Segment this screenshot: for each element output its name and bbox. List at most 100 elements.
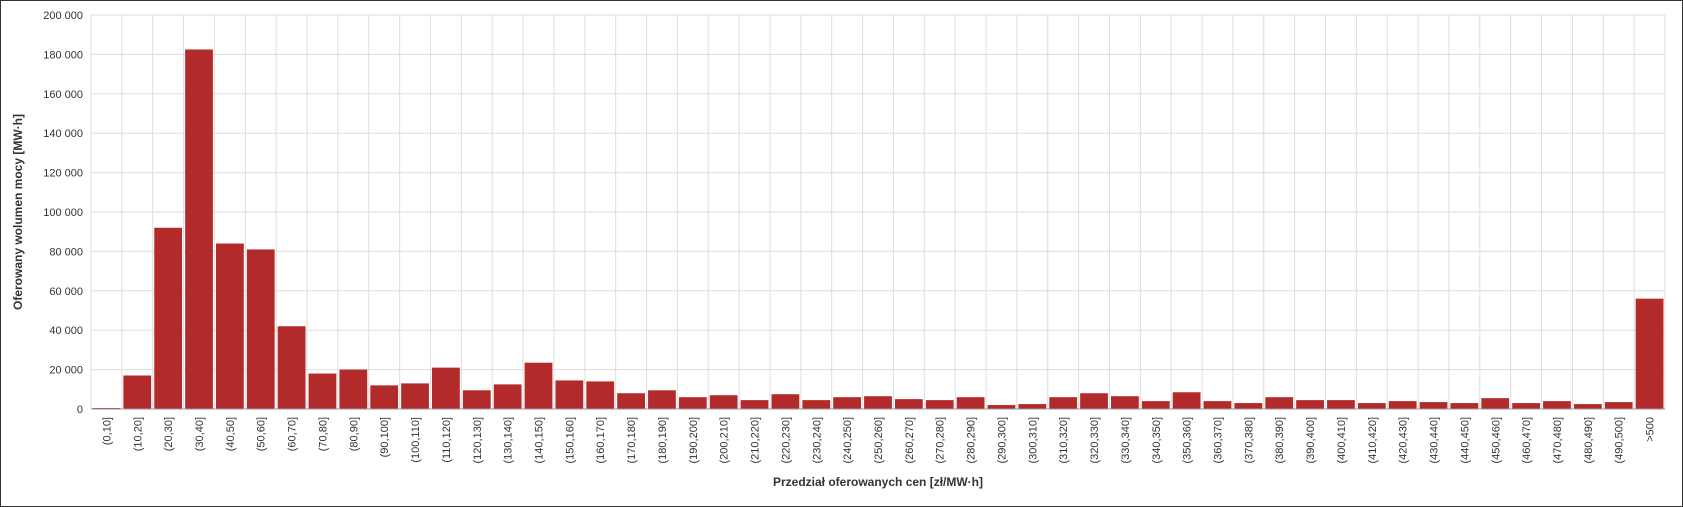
bar	[1543, 401, 1571, 409]
x-tick-label: (200,210]	[719, 417, 731, 463]
bar	[1573, 404, 1602, 409]
bar	[1450, 403, 1479, 409]
x-tick-label: (80,90]	[348, 417, 360, 451]
bar	[648, 390, 676, 409]
x-tick-label: (250,260]	[873, 417, 885, 463]
bar	[370, 385, 399, 409]
bar	[771, 394, 800, 409]
x-tick-label: (10,20]	[132, 417, 144, 451]
y-tick-label: 140 000	[43, 128, 83, 140]
x-tick-label: (320,330]	[1089, 417, 1101, 463]
bar	[894, 399, 923, 409]
x-tick-label: (450,460]	[1490, 417, 1502, 463]
bar	[1481, 398, 1510, 409]
x-tick-label: (210,220]	[750, 417, 762, 463]
bar	[493, 384, 522, 409]
bar	[1080, 393, 1108, 409]
x-tick-label: (340,350]	[1151, 417, 1163, 463]
x-tick-label: (460,470]	[1521, 417, 1533, 463]
x-tick-label: (290,300]	[996, 417, 1008, 463]
bar	[586, 381, 615, 409]
x-tick-label: (260,270]	[904, 417, 916, 463]
bar	[740, 400, 769, 409]
x-tick-label: (170,180]	[626, 417, 638, 463]
x-tick-label: (160,170]	[595, 417, 607, 463]
bar	[1296, 400, 1324, 409]
bar	[1234, 403, 1263, 409]
x-tick-label: (380,390]	[1274, 417, 1286, 463]
x-axis-label: Przedział oferowanych cen [zł/MW·h]	[773, 475, 983, 489]
bar	[339, 369, 368, 409]
x-tick-label: (220,230]	[780, 417, 792, 463]
x-tick-label: (0,10]	[101, 417, 113, 445]
y-tick-label: 180 000	[43, 49, 83, 61]
bar	[1512, 403, 1541, 409]
x-tick-label: (20,30]	[163, 417, 175, 451]
y-tick-label: 0	[77, 404, 83, 416]
bar	[1635, 298, 1664, 409]
x-tick-label: (100,110]	[410, 417, 422, 463]
x-tick-label: (390,400]	[1305, 417, 1317, 463]
bar	[308, 373, 337, 409]
bar	[185, 49, 213, 409]
bar	[1604, 402, 1633, 409]
y-tick-label: 80 000	[49, 246, 83, 258]
bar	[709, 395, 738, 409]
x-tick-label: (30,40]	[194, 417, 206, 451]
bar	[1172, 392, 1201, 409]
bar	[524, 362, 553, 409]
y-tick-label: 200 000	[43, 10, 83, 22]
x-tick-label: (410,420]	[1367, 417, 1379, 463]
y-tick-label: 160 000	[43, 89, 83, 101]
x-tick-label: (480,490]	[1583, 417, 1595, 463]
x-tick-label: (230,240]	[811, 417, 823, 463]
x-tick-label: (490,500]	[1614, 417, 1626, 463]
bar	[1141, 401, 1170, 409]
bar	[1357, 403, 1386, 409]
x-tick-label: (240,250]	[842, 417, 854, 463]
x-tick-label: (440,450]	[1459, 417, 1471, 463]
bar	[462, 390, 491, 409]
x-tick-label: (110,120]	[441, 417, 453, 463]
x-tick-label: (280,290]	[966, 417, 978, 463]
x-tick-label: (350,360]	[1182, 417, 1194, 463]
bar	[1111, 396, 1139, 409]
bar	[154, 227, 183, 409]
x-tick-label: (130,140]	[503, 417, 515, 463]
bar	[1419, 402, 1448, 409]
x-tick-label: (470,480]	[1552, 417, 1564, 463]
x-tick-label: (330,340]	[1120, 417, 1132, 463]
bar	[246, 249, 275, 409]
x-tick-label: (360,370]	[1212, 417, 1224, 463]
x-tick-label: (430,440]	[1429, 417, 1441, 463]
bar	[833, 397, 862, 409]
x-tick-label: (310,320]	[1058, 417, 1070, 463]
bar	[864, 396, 892, 409]
bar	[802, 400, 831, 409]
bar	[1327, 400, 1355, 409]
bar	[1018, 404, 1047, 409]
x-tick-label: (40,50]	[225, 417, 237, 451]
bar	[432, 367, 460, 409]
bar	[1265, 397, 1294, 409]
bar	[1049, 397, 1078, 409]
y-tick-label: 40 000	[49, 325, 83, 337]
x-tick-label: (50,60]	[256, 417, 268, 451]
x-tick-label: (90,100]	[379, 417, 391, 457]
y-tick-label: 100 000	[43, 207, 83, 219]
bar	[956, 397, 985, 409]
x-tick-label: (70,80]	[317, 417, 329, 451]
x-tick-label: (270,280]	[935, 417, 947, 463]
bar	[401, 383, 429, 409]
x-tick-label: (190,200]	[688, 417, 700, 463]
bar	[678, 397, 707, 409]
x-tick-label: (300,310]	[1027, 417, 1039, 463]
x-tick-label: (370,380]	[1243, 417, 1255, 463]
y-tick-label: 60 000	[49, 286, 83, 298]
bar	[277, 326, 306, 409]
x-tick-label: (120,130]	[472, 417, 484, 463]
x-tick-label: (60,70]	[287, 417, 299, 451]
x-tick-label: (180,190]	[657, 417, 669, 463]
